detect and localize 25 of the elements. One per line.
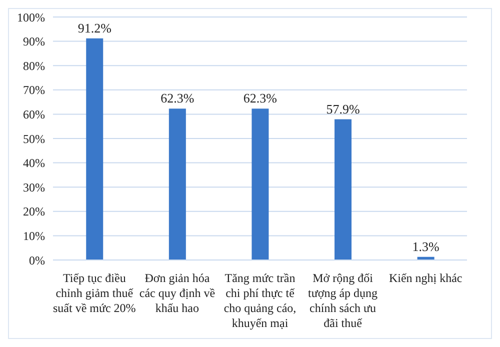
y-tick-label: 70% [23, 83, 45, 98]
bar [334, 119, 352, 260]
y-tick-label: 20% [23, 204, 45, 219]
data-label: 91.2% [78, 20, 112, 36]
bar [168, 108, 186, 260]
x-tick-label: Tiếp tục điều chỉnh giảm thuế suất về mức 20% [52, 271, 136, 315]
x-tick-label: Đơn giản hóa các quy định về khấu hao [139, 271, 216, 315]
x-tick-label: Mở rộng đối tượng áp dụng chính sách ưu đãi thuế [308, 271, 378, 330]
data-label: 1.3% [412, 238, 440, 254]
bar [86, 38, 104, 260]
data-label: 57.9% [326, 101, 360, 116]
data-label: 62.3% [160, 90, 194, 106]
y-tick-label: 50% [23, 132, 45, 146]
y-tick-label: 30% [23, 180, 45, 194]
bar [252, 108, 269, 260]
x-tick-label: Tăng mức trần chi phí thực tế cho quảng cáo, khuyến mại [224, 271, 296, 330]
y-tick-label: 40% [23, 156, 45, 170]
y-tick-label: 10% [23, 228, 45, 243]
y-tick-label: 100% [17, 10, 45, 24]
x-tick-label: Kiến nghị khác [388, 271, 462, 285]
data-label: 62.3% [243, 90, 278, 106]
y-tick-label: 90% [23, 34, 45, 49]
y-tick-label: 0% [29, 253, 45, 268]
y-tick-label: 80% [23, 58, 45, 73]
y-tick-label: 60% [23, 107, 45, 122]
